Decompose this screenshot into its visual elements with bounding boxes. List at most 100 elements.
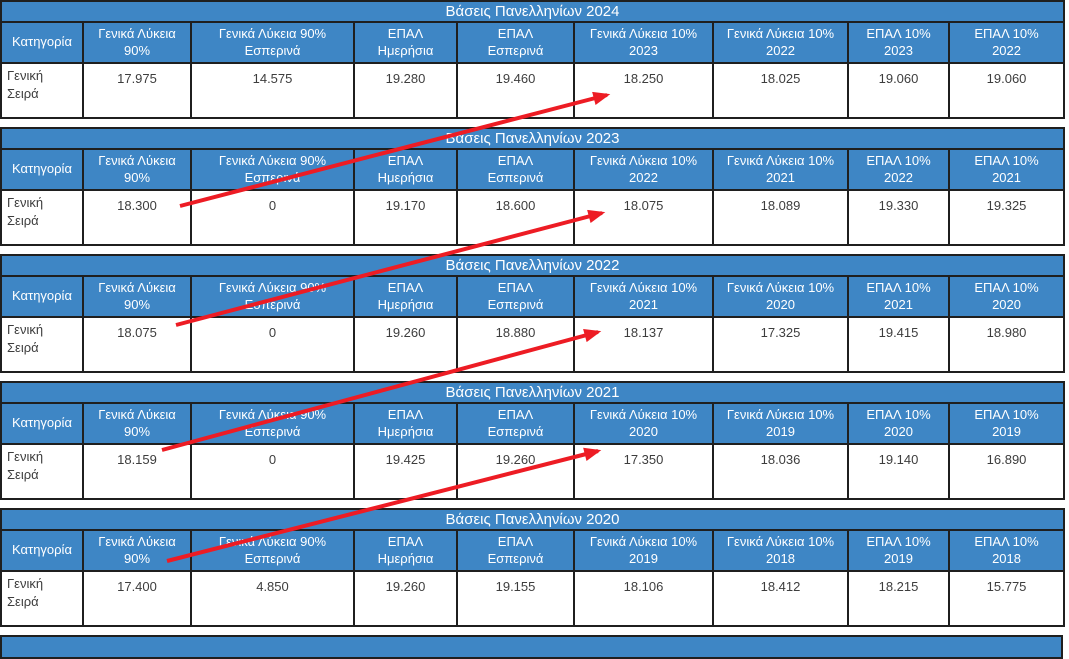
column-header-line2: 2021 — [884, 296, 913, 312]
value-cell: 19.280 — [353, 62, 458, 119]
bases-tables-container: Βάσεις Πανελληνίων 2024 Κατηγορία Γενικά Λ… — [0, 0, 1066, 627]
value-cell: 19.140 — [847, 443, 950, 500]
column-header: ΕΠΑΛ Ημερήσια — [353, 402, 458, 445]
row-label-cell: Γενική Σειρά — [0, 443, 84, 500]
column-header-line2: 2022 — [766, 42, 795, 58]
column-header-line1: Γενικά Λύκεια 10% — [726, 406, 835, 422]
column-header-line2: Ημερήσια — [377, 42, 434, 58]
table-row: Γενική Σειρά 18.300 0 19.170 18.600 18.075 18.… — [0, 189, 1066, 246]
column-header-line1: ΕΠΑΛ — [497, 406, 534, 422]
column-header: ΕΠΑΛ 10% 2021 — [947, 148, 1066, 191]
column-header-line2: 2019 — [766, 423, 795, 439]
column-header: Γενικά Λύκεια 10% 2020 — [573, 402, 714, 445]
column-header-line1: ΕΠΑΛ 10% — [866, 152, 931, 168]
column-header-line2: 2020 — [766, 296, 795, 312]
column-header: Γενικά Λύκεια 90% — [82, 529, 192, 572]
column-header: Γενικά Λύκεια 10% 2022 — [573, 148, 714, 191]
column-header: Γενικά Λύκεια 90% — [82, 275, 192, 318]
column-header-line1: ΕΠΑΛ 10% — [974, 152, 1039, 168]
category-column-header: Κατηγορία — [0, 21, 84, 64]
column-header: ΕΠΑΛ Εσπερινά — [456, 275, 575, 318]
column-header-line1: ΕΠΑΛ 10% — [974, 25, 1039, 41]
column-header-line2: 2019 — [629, 550, 658, 566]
column-header-line1: ΕΠΑΛ 10% — [974, 279, 1039, 295]
value-cell: 18.215 — [847, 570, 950, 627]
column-header-line2: 90% — [123, 550, 151, 566]
table-title-row: Βάσεις Πανελληνίων 2022 — [0, 254, 1066, 277]
column-header: ΕΠΑΛ 10% 2020 — [947, 275, 1066, 318]
value-cell: 19.415 — [847, 316, 950, 373]
column-header: ΕΠΑΛ 10% 2018 — [947, 529, 1066, 572]
table-title: Βάσεις Πανελληνίων 2023 — [0, 127, 1066, 150]
column-header: Γενικά Λύκεια 10% 2020 — [712, 275, 849, 318]
value-cell: 18.106 — [573, 570, 714, 627]
table-row: Γενική Σειρά 17.400 4.850 19.260 19.155 18.10… — [0, 570, 1066, 627]
column-header-line1: Γενικά Λύκεια 10% — [726, 279, 835, 295]
column-header-line2: Εσπερινά — [487, 169, 544, 185]
column-header-line2: 2023 — [884, 42, 913, 58]
column-header-line1: Γενικά Λύκεια 90% — [218, 533, 327, 549]
next-table-title-bar — [0, 635, 1063, 659]
value-cell: 18.300 — [82, 189, 192, 246]
value-cell: 18.600 — [456, 189, 575, 246]
column-header-line2: 2020 — [629, 423, 658, 439]
value-cell: 18.075 — [573, 189, 714, 246]
column-header-line1: Γενικά Λύκεια 10% — [726, 25, 835, 41]
column-header: ΕΠΑΛ 10% 2022 — [947, 21, 1066, 64]
column-header: ΕΠΑΛ Ημερήσια — [353, 275, 458, 318]
category-column-header: Κατηγορία — [0, 529, 84, 572]
value-cell: 18.137 — [573, 316, 714, 373]
value-cell: 17.400 — [82, 570, 192, 627]
column-header-line1: Γενικά Λύκεια — [98, 533, 176, 549]
column-header-line2: Εσπερινά — [244, 169, 301, 185]
column-header-row: Κατηγορία Γενικά Λύκεια 90% Γενικά Λύκεια 9… — [0, 148, 1066, 191]
column-header-line1: Γενικά Λύκεια — [98, 25, 176, 41]
row-label-cell: Γενική Σειρά — [0, 189, 84, 246]
row-label: Γενική Σειρά — [7, 195, 44, 229]
row-label-cell: Γενική Σειρά — [0, 316, 84, 373]
category-column-header: Κατηγορία — [0, 275, 84, 318]
row-label: Γενική Σειρά — [7, 449, 44, 483]
column-header: Γενικά Λύκεια 90% — [82, 148, 192, 191]
value-cell: 18.036 — [712, 443, 849, 500]
column-header: ΕΠΑΛ 10% 2022 — [847, 148, 950, 191]
column-header: ΕΠΑΛ 10% 2019 — [947, 402, 1066, 445]
column-header-line2: Εσπερινά — [487, 423, 544, 439]
table-title-row: Βάσεις Πανελληνίων 2023 — [0, 127, 1066, 150]
column-header-line2: 90% — [123, 42, 151, 58]
column-header-line1: ΕΠΑΛ — [497, 152, 534, 168]
value-cell: 0 — [190, 316, 355, 373]
column-header-line1: ΕΠΑΛ — [497, 25, 534, 41]
column-header: Γενικά Λύκεια 10% 2022 — [712, 21, 849, 64]
column-header-line1: ΕΠΑΛ 10% — [866, 533, 931, 549]
column-header: Γενικά Λύκεια 10% 2018 — [712, 529, 849, 572]
column-header: Γενικά Λύκεια 90% Εσπερινά — [190, 148, 355, 191]
value-cell: 19.260 — [353, 316, 458, 373]
column-header: Γενικά Λύκεια 90% Εσπερινά — [190, 529, 355, 572]
column-header: Γενικά Λύκεια 10% 2021 — [712, 148, 849, 191]
column-header-line2: Ημερήσια — [377, 423, 434, 439]
column-header-line2: 90% — [123, 296, 151, 312]
table-title-row: Βάσεις Πανελληνίων 2020 — [0, 508, 1066, 531]
column-header-line1: Γενικά Λύκεια — [98, 152, 176, 168]
column-header: Γενικά Λύκεια 90% Εσπερινά — [190, 402, 355, 445]
column-header: ΕΠΑΛ Ημερήσια — [353, 529, 458, 572]
table-title: Βάσεις Πανελληνίων 2022 — [0, 254, 1066, 277]
value-cell: 18.025 — [712, 62, 849, 119]
column-header-line1: Γενικά Λύκεια 10% — [589, 533, 698, 549]
column-header-line2: Εσπερινά — [487, 550, 544, 566]
column-header: ΕΠΑΛ Ημερήσια — [353, 21, 458, 64]
bases-table-2022: Βάσεις Πανελληνίων 2022 Κατηγορία Γενικά Λ… — [0, 254, 1066, 373]
column-header-line1: Γενικά Λύκεια 90% — [218, 152, 327, 168]
column-header-line2: Εσπερινά — [244, 423, 301, 439]
column-header: ΕΠΑΛ Ημερήσια — [353, 148, 458, 191]
column-header: Γενικά Λύκεια 10% 2021 — [573, 275, 714, 318]
bases-table-2024: Βάσεις Πανελληνίων 2024 Κατηγορία Γενικά Λ… — [0, 0, 1066, 119]
column-header-line1: Γενικά Λύκεια 90% — [218, 25, 327, 41]
column-header-line2: 90% — [123, 423, 151, 439]
category-column-header: Κατηγορία — [0, 148, 84, 191]
column-header: ΕΠΑΛ Εσπερινά — [456, 148, 575, 191]
column-header-line2: 2022 — [992, 42, 1021, 58]
column-header-line2: 2023 — [629, 42, 658, 58]
row-label-cell: Γενική Σειρά — [0, 62, 84, 119]
